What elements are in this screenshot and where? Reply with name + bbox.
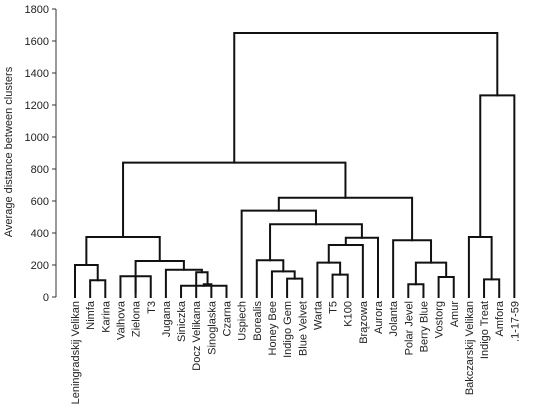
- y-tick-label: 400: [31, 228, 49, 240]
- y-tick-label: 200: [31, 260, 49, 272]
- leaf-label: K100: [343, 301, 355, 327]
- cluster-link: [255, 259, 285, 298]
- cluster-link: [467, 236, 493, 298]
- leaf-labels: Leningradskij Velikan Nimfa Karina Valhova Z…: [70, 300, 521, 404]
- cluster-link: [327, 244, 364, 298]
- leaf-label: Vostorg: [434, 301, 446, 338]
- leaf-label: Karina: [100, 300, 112, 333]
- leaf-label: Brązowa: [358, 300, 370, 344]
- leaf-label: Polar Jevel: [403, 301, 415, 355]
- cluster-link: [407, 283, 425, 298]
- leaf-label: Amur: [449, 301, 461, 328]
- leaf-label: Borealis: [252, 301, 264, 341]
- y-tick-label: 1600: [25, 36, 49, 48]
- cluster-link: [277, 196, 414, 242]
- leaf-label: .1-17-59: [509, 301, 521, 342]
- cluster-link: [392, 239, 433, 298]
- leaf-label: Indigo Treat: [479, 301, 491, 359]
- y-tick-label: 1000: [25, 132, 49, 144]
- cluster-link: [270, 270, 296, 298]
- cluster-link: [89, 279, 107, 298]
- leaf-label: Nimfa: [85, 300, 97, 330]
- leaf-label: Jolanta: [388, 300, 400, 336]
- leaf-label: Amfora: [494, 300, 506, 336]
- y-axis: 0 200 400 600 800 1000 1200 1400 1600 1800: [25, 4, 57, 304]
- y-tick-label: 0: [43, 292, 49, 304]
- leaf-label: Docz Velikana: [191, 300, 203, 371]
- cluster-link: [414, 261, 448, 286]
- cluster-link: [479, 94, 516, 298]
- cluster-link: [316, 261, 342, 298]
- leaf-label: T3: [146, 301, 158, 314]
- leaf-label: Indigo Gem: [282, 301, 294, 358]
- leaf-label: Jugana: [161, 300, 173, 337]
- leaf-label: Honey Bee: [267, 301, 279, 355]
- leaf-label: Berry Blue: [418, 301, 430, 352]
- cluster-link: [437, 276, 455, 298]
- y-tick-label: 1400: [25, 68, 49, 80]
- leaf-label: T5: [328, 301, 340, 314]
- leaf-label: Czarna: [222, 300, 234, 336]
- cluster-link: [180, 284, 228, 298]
- leaf-label: Sinoglaska: [206, 300, 218, 355]
- cluster-link: [483, 278, 501, 298]
- leaf-label: Uspiech: [237, 301, 249, 341]
- cluster-link: [269, 223, 363, 262]
- y-tick-label: 600: [31, 196, 49, 208]
- cluster-link: [331, 273, 349, 298]
- dendrogram-links: [74, 32, 516, 298]
- y-tick-label: 800: [31, 164, 49, 176]
- cluster-link: [286, 277, 304, 298]
- leaf-label: Blue Velvet: [297, 301, 309, 356]
- leaf-label: Siniczka: [176, 300, 188, 342]
- leaf-label: Bakczarskij Velikan: [464, 301, 476, 395]
- cluster-link: [122, 161, 347, 238]
- leaf-label: Leningradskij Velikan: [70, 301, 82, 404]
- y-tick-label: 1200: [25, 100, 49, 112]
- cluster-link: [233, 32, 499, 164]
- y-axis-title: Average distance between clusters: [3, 66, 15, 237]
- leaf-label: Zielona: [131, 300, 143, 337]
- leaf-label: Aurora: [373, 300, 385, 334]
- leaf-label: Valhova: [115, 300, 127, 340]
- leaf-label: Warta: [312, 300, 324, 330]
- y-tick-label: 1800: [25, 4, 49, 16]
